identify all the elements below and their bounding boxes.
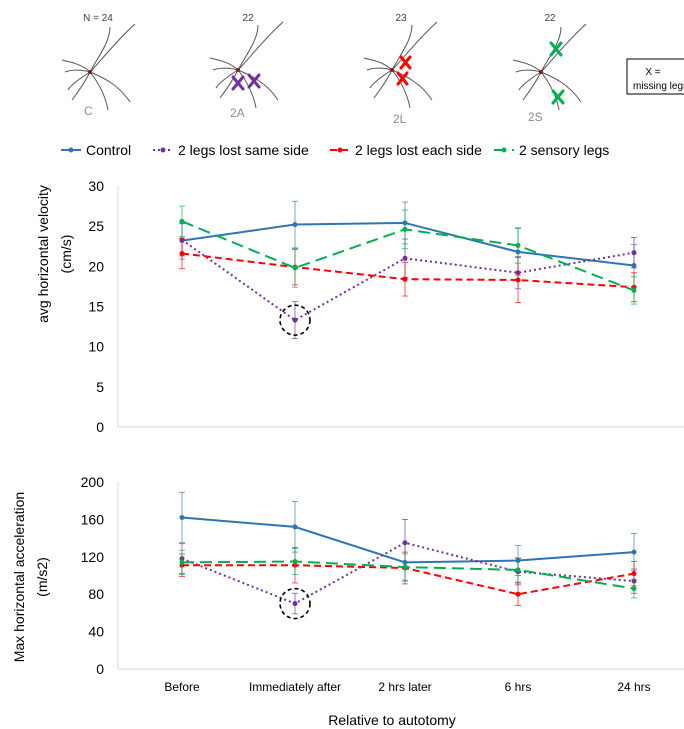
- data-point: [515, 277, 521, 283]
- y-tick-label: 15: [88, 299, 104, 315]
- x-tick-label: 2 hrs later: [378, 680, 431, 694]
- key-box-border: [626, 58, 684, 95]
- data-point: [292, 524, 298, 530]
- spider-panel-2a: 22 2A: [209, 13, 284, 120]
- legend-label: Control: [86, 142, 131, 158]
- spider-icon: [363, 21, 438, 109]
- y-axis-title-line2: (m/s2): [34, 557, 50, 597]
- legend-marker: [501, 147, 507, 153]
- data-point: [292, 317, 298, 323]
- spider-icon: [209, 21, 284, 109]
- legend-label: 2 sensory legs: [519, 142, 609, 158]
- series-2-legs-lost-each-side: [179, 237, 637, 303]
- spider-icon: [61, 23, 136, 111]
- data-point: [292, 265, 298, 271]
- data-point: [515, 242, 521, 248]
- missing-legs-key-box: X = missing legs: [626, 58, 684, 95]
- n-label-2a: 22: [242, 13, 254, 24]
- y-tick-label: 0: [96, 419, 104, 435]
- y-tick-label: 5: [96, 379, 104, 395]
- data-point: [402, 564, 408, 570]
- key-box-line2: missing legs: [633, 81, 684, 92]
- data-point: [292, 222, 298, 228]
- spider-panel-2s: 22 2S: [512, 13, 587, 124]
- y-tick-label: 80: [88, 586, 104, 602]
- missing-leg-x-icon: [231, 73, 261, 91]
- legend-marker: [68, 147, 74, 153]
- y-tick-label: 30: [88, 178, 104, 194]
- group-label-control: C: [84, 104, 93, 118]
- data-point: [515, 591, 521, 597]
- group-label-2s: 2S: [528, 110, 543, 124]
- y-axis-title-line1: avg horizontal velocity: [35, 185, 51, 323]
- y-tick-label: 10: [88, 339, 104, 355]
- group-label-2a: 2A: [230, 106, 245, 120]
- series-2-sensory-legs: [179, 205, 637, 305]
- chart-acceleration: Max horizontal acceleration (m/s2) 0 40 80…: [11, 474, 684, 694]
- spider-panel-control: N = 24 C: [61, 13, 136, 118]
- y-tick-label: 40: [88, 624, 104, 640]
- data-point: [515, 567, 521, 573]
- data-point: [402, 540, 408, 546]
- legend-marker: [337, 147, 343, 153]
- legend-label: 2 legs lost each side: [355, 142, 482, 158]
- y-axis-title-line2: (cm/s): [58, 235, 74, 274]
- series-line: [181, 516, 635, 564]
- y-tick-label: 0: [96, 661, 104, 677]
- data-point: [292, 558, 298, 564]
- y-tick-label: 120: [81, 549, 105, 565]
- series-line: [181, 541, 635, 605]
- highlight-circle: [279, 304, 311, 336]
- x-tick-label: Before: [164, 680, 200, 694]
- data-point: [179, 559, 185, 565]
- x-tick-label: 24 hrs: [617, 680, 650, 694]
- key-box-line1: X =: [645, 67, 660, 78]
- data-point: [631, 571, 637, 577]
- missing-leg-x-icon: [549, 41, 565, 105]
- data-point: [292, 601, 298, 607]
- data-point: [179, 250, 185, 256]
- series-control: [179, 200, 637, 287]
- missing-leg-x-icon: [396, 55, 412, 86]
- legend: Control 2 legs lost same side 2 legs lost …: [61, 142, 609, 158]
- data-point: [402, 255, 408, 261]
- data-point: [179, 218, 185, 224]
- y-axis-title: avg horizontal velocity (cm/s): [35, 185, 74, 323]
- spider-icon: [512, 23, 587, 111]
- x-axis-title: Relative to autotomy: [328, 712, 456, 728]
- data-point: [631, 549, 637, 555]
- n-label-2l: 23: [395, 13, 407, 24]
- spider-panel-2l: 23 2L: [363, 13, 438, 126]
- legend-label: 2 legs lost same side: [178, 142, 309, 158]
- legend-marker: [160, 147, 166, 153]
- chart-velocity: avg horizontal velocity (cm/s) 0 5 10 15 20 2…: [35, 178, 684, 435]
- series-2-sensory-legs: [179, 547, 637, 599]
- series-line: [182, 564, 635, 596]
- data-point: [631, 250, 637, 256]
- data-point: [402, 226, 408, 232]
- highlight-circle: [279, 587, 311, 620]
- n-label-2s: 22: [544, 13, 556, 24]
- y-axis-title: Max horizontal acceleration (m/s2): [11, 492, 50, 662]
- y-tick-label: 20: [88, 258, 104, 274]
- data-point: [631, 287, 637, 293]
- data-point: [631, 586, 637, 592]
- group-label-2l: 2L: [393, 112, 407, 126]
- data-point: [402, 276, 408, 282]
- n-label-control: N = 24: [83, 13, 113, 24]
- data-point: [179, 515, 185, 521]
- series-line: [181, 239, 635, 322]
- y-tick-label: 25: [88, 218, 104, 234]
- x-tick-label: Immediately after: [249, 680, 341, 694]
- x-tick-label: 6 hrs: [505, 680, 532, 694]
- y-axis-title-line1: Max horizontal acceleration: [11, 492, 27, 662]
- series-2-legs-lost-same-side: [179, 223, 637, 340]
- y-tick-label: 200: [81, 474, 105, 490]
- y-tick-label: 160: [81, 511, 105, 527]
